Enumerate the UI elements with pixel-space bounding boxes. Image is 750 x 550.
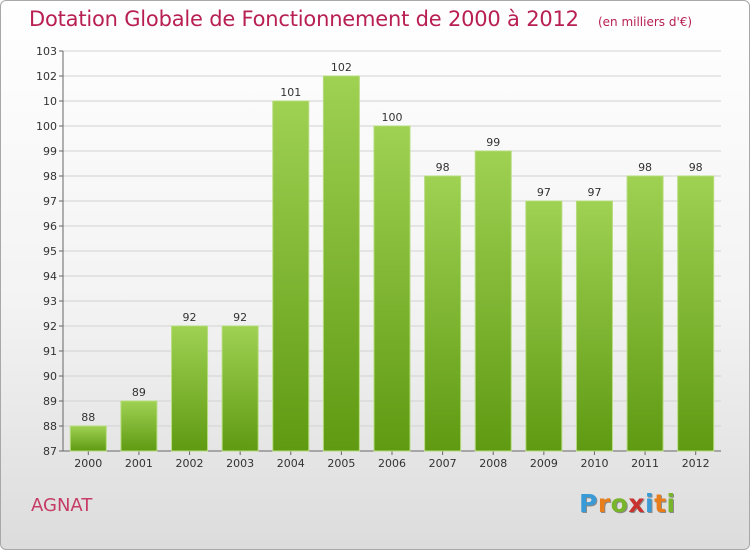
bar-2011	[627, 176, 663, 451]
logo-letter: i	[667, 489, 676, 518]
y-tick-label: 87	[43, 445, 57, 458]
logo-letter: x	[628, 489, 645, 518]
commune-name: AGNAT	[31, 495, 92, 516]
x-tick-label: 2005	[327, 457, 355, 470]
data-label: 98	[436, 161, 450, 174]
y-tick-label: 100	[36, 120, 57, 133]
y-tick-label: 103	[36, 45, 57, 58]
y-tick-label: 90	[43, 370, 57, 383]
x-tick-label: 2011	[631, 457, 659, 470]
y-tick-label: 93	[43, 295, 57, 308]
y-tick-label: 99	[43, 145, 57, 158]
data-label: 98	[638, 161, 652, 174]
bar-chart: 87 88 89 90 91 92 93 94 95 96 97 98 99 100 10 102 103 88 2…	[1, 1, 749, 549]
bar-2009	[526, 201, 562, 451]
x-tick-label: 2004	[277, 457, 305, 470]
x-tick-label: 2003	[226, 457, 254, 470]
data-label: 101	[280, 86, 301, 99]
y-tick-label: 92	[43, 320, 57, 333]
x-tick-label: 2001	[125, 457, 153, 470]
y-tick-label: 95	[43, 245, 57, 258]
bar-2005	[323, 76, 359, 451]
logo-letter: P	[579, 489, 598, 518]
logo-letter: o	[611, 489, 629, 518]
data-label: 100	[382, 111, 403, 124]
y-tick-label: 102	[36, 70, 57, 83]
bar-2004	[273, 101, 309, 451]
x-tick-label: 2008	[479, 457, 507, 470]
x-tick-label: 2009	[530, 457, 558, 470]
bar-2008	[475, 151, 511, 451]
proxiti-logo: Proxiti	[579, 489, 676, 518]
bar-2006	[374, 126, 410, 451]
bar-2010	[576, 201, 612, 451]
data-label: 99	[486, 136, 500, 149]
data-label: 92	[183, 311, 197, 324]
logo-letter: i	[645, 489, 654, 518]
bar-2003	[222, 326, 258, 451]
x-tick-label: 2002	[176, 457, 204, 470]
y-tick-label: 94	[43, 270, 57, 283]
y-tick-label: 10	[43, 95, 57, 108]
bar-2007	[425, 176, 461, 451]
x-tick-label: 2007	[429, 457, 457, 470]
y-tick-label: 98	[43, 170, 57, 183]
bar-2000	[70, 426, 106, 451]
bar-2002	[172, 326, 208, 451]
chart-frame: Dotation Globale de Fonctionnement de 20…	[0, 0, 750, 550]
x-tick-label: 2010	[580, 457, 608, 470]
data-label: 97	[587, 186, 601, 199]
logo-letter: t	[654, 489, 666, 518]
data-label: 92	[233, 311, 247, 324]
data-label: 102	[331, 61, 352, 74]
logo-letter: r	[598, 489, 611, 518]
data-label: 97	[537, 186, 551, 199]
bars	[70, 76, 713, 451]
data-label: 98	[689, 161, 703, 174]
x-tick-label: 2000	[74, 457, 102, 470]
data-label: 88	[81, 411, 95, 424]
x-tick-label: 2012	[682, 457, 710, 470]
y-tick-label: 91	[43, 345, 57, 358]
data-label: 89	[132, 386, 146, 399]
bar-2012	[678, 176, 714, 451]
y-tick-label: 96	[43, 220, 57, 233]
bar-2001	[121, 401, 157, 451]
y-tick-label: 88	[43, 420, 57, 433]
y-tick-label: 89	[43, 395, 57, 408]
x-tick-label: 2006	[378, 457, 406, 470]
y-tick-label: 97	[43, 195, 57, 208]
